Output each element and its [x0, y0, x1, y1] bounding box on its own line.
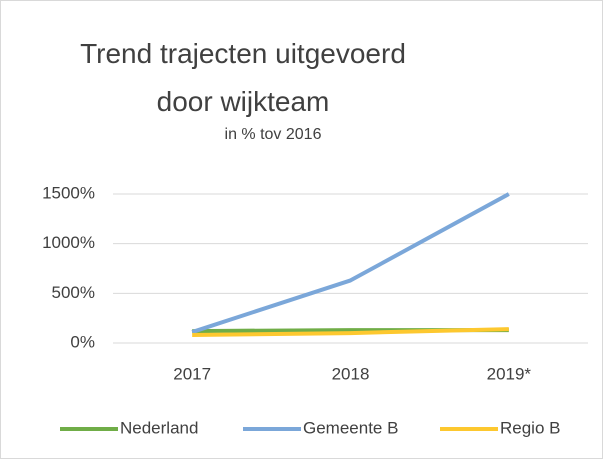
x-tick-label: 2018 [332, 364, 370, 383]
legend-label: Gemeente B [303, 418, 398, 437]
y-tick-label: 1000% [42, 233, 95, 252]
x-tick-label: 2017 [173, 364, 211, 383]
series-line [192, 327, 509, 338]
series-line [191, 192, 510, 334]
x-tick-label: 2019* [487, 364, 532, 383]
legend-label: Regio B [500, 418, 560, 437]
chart-title: Trend trajecten uitgevoerd door wijkteam [80, 38, 406, 117]
y-tick-label: 500% [52, 283, 95, 302]
y-tick-label: 1500% [42, 183, 95, 202]
y-tick-label: 0% [70, 332, 95, 351]
chart-subtitle: in % tov 2016 [224, 126, 322, 143]
legend-label: Nederland [120, 418, 198, 437]
